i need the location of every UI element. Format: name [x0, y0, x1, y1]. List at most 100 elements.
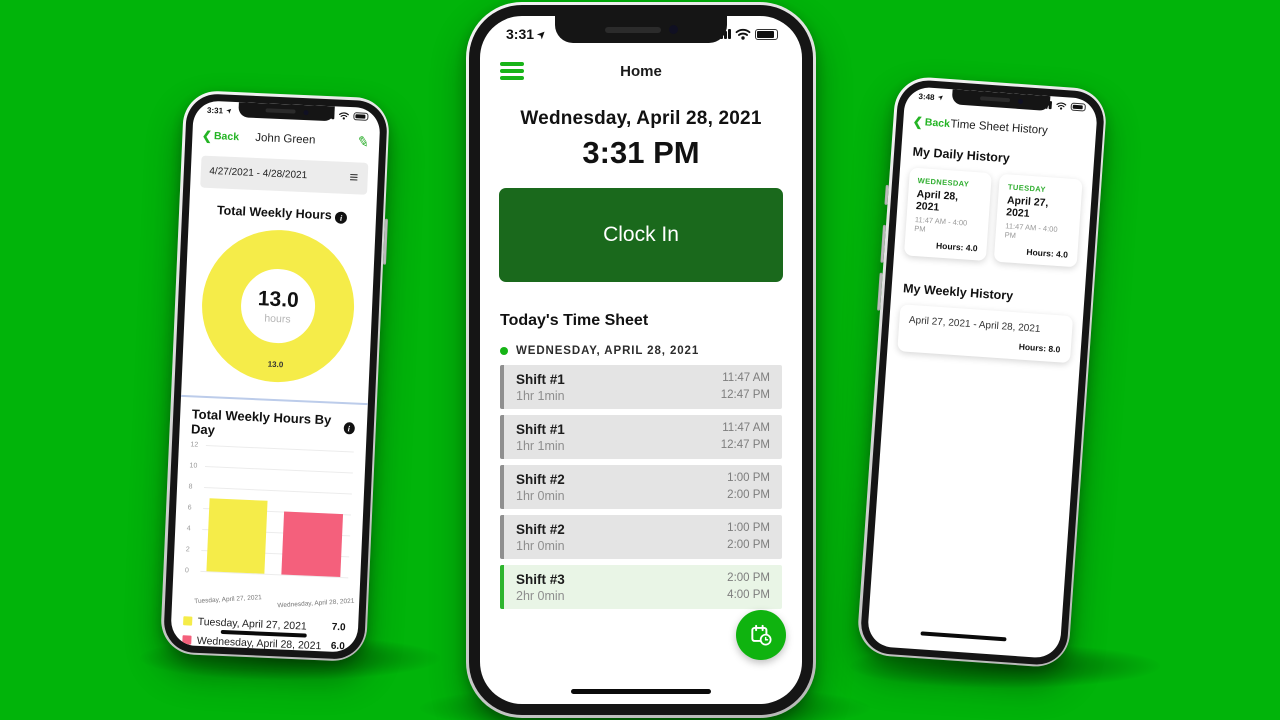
- card-hours: Hours: 4.0: [1026, 246, 1069, 260]
- card-day-name: WEDNESDAY: [917, 175, 970, 189]
- shift-row[interactable]: Shift #1 1hr 1min 11:47 AM 12:47 PM: [500, 415, 782, 459]
- wifi-icon: [735, 28, 751, 40]
- camera: [668, 25, 678, 34]
- wifi-icon: [1055, 102, 1066, 110]
- shift-duration: 1hr 1min: [516, 438, 565, 453]
- shift-duration: 1hr 0min: [516, 538, 565, 553]
- notch: [951, 88, 1051, 111]
- phone-right-history: 3:48 ➤ ❮ Back Time Sheet History My Dail…: [856, 75, 1108, 669]
- status-bar: 3:31 ➤: [480, 16, 802, 42]
- bar-section-title: Total Weekly Hours By Day i: [191, 406, 355, 443]
- status-time: 3:31: [506, 26, 535, 42]
- shift-end-time: 2:00 PM: [727, 489, 770, 501]
- phone-bezel: 3:31 ➤ Home Wednesday, April 28, 2021 3:…: [469, 5, 813, 715]
- card-time-range: 11:47 AM - 4:00 PM: [1004, 220, 1058, 240]
- total-weekly-hours-donut-chart: 13.0 hours 13.0: [198, 226, 358, 386]
- legend-label: Wednesday, April 28, 2021: [196, 634, 322, 652]
- page-title: Home: [620, 62, 662, 80]
- weekly-report-screen: 3:31 ➤ ❮ Back John Green ✎ 4/27/2021 - 4: [169, 99, 381, 653]
- donut-value: 13.0: [257, 286, 300, 312]
- timesheet-history-fab[interactable]: [736, 610, 786, 660]
- current-date-heading: Wednesday, April 28, 2021: [520, 108, 762, 129]
- shift-name: Shift #2: [516, 471, 565, 487]
- date-range-selector[interactable]: 4/27/2021 - 4/28/2021 ≡: [199, 155, 368, 195]
- shift-duration: 1hr 0min: [516, 488, 565, 503]
- weekly-hours: Hours: 8.0: [1018, 341, 1061, 354]
- phone-center-home: 3:31 ➤ Home Wednesday, April 28, 2021 3:…: [466, 2, 816, 718]
- wifi-icon: [338, 112, 349, 120]
- card-date: April 28, 2021: [915, 187, 959, 214]
- bar-wednesday: [280, 511, 343, 578]
- bar-title-text: Total Weekly Hours By Day: [190, 406, 332, 438]
- shift-row[interactable]: Shift #2 1hr 0min 1:00 PM 2:00 PM: [500, 465, 782, 509]
- y-tick: 10: [189, 462, 198, 470]
- legend-value: 6.0: [330, 640, 345, 653]
- donut-unit: hours: [264, 311, 291, 326]
- shift-start-time: 11:47 AM: [722, 371, 770, 384]
- calendar-clock-icon: [751, 624, 772, 646]
- shift-end-time: 12:47 PM: [720, 389, 770, 401]
- x-tick-label: Wednesday, April 28, 2021: [277, 597, 355, 610]
- shift-start-time: 11:47 AM: [722, 421, 770, 434]
- shift-end-time: 4:00 PM: [727, 589, 770, 601]
- card-date: April 27, 2021: [1005, 193, 1049, 220]
- battery-icon: [1069, 102, 1086, 112]
- back-chevron-icon: ❮: [201, 128, 213, 143]
- info-icon[interactable]: i: [334, 211, 348, 224]
- home-indicator[interactable]: [920, 630, 1007, 641]
- shift-name: Shift #1: [516, 421, 565, 437]
- mute-switch: [884, 184, 889, 205]
- speaker: [979, 96, 1010, 103]
- back-button[interactable]: ❮ Back: [201, 128, 240, 143]
- legend-value: 7.0: [331, 621, 346, 634]
- card-hours: Hours: 4.0: [935, 240, 978, 253]
- green-dot-icon: [500, 347, 508, 355]
- hamburger-menu-icon[interactable]: [500, 59, 524, 84]
- bar-plot: [200, 445, 351, 578]
- y-tick: 8: [188, 483, 193, 491]
- nav-bar: ❮ Back John Green ✎: [191, 124, 379, 154]
- shift-start-time: 2:00 PM: [727, 571, 770, 584]
- edit-pencil-icon[interactable]: ✎: [355, 132, 371, 151]
- bar-tuesday: [205, 497, 269, 574]
- shift-name: Shift #1: [516, 371, 565, 387]
- shift-name: Shift #2: [516, 521, 565, 537]
- y-tick: 2: [185, 546, 190, 554]
- shift-row[interactable]: Shift #1 1hr 1min 11:47 AM 12:47 PM: [500, 365, 782, 409]
- home-screen: 3:31 ➤ Home Wednesday, April 28, 2021 3:…: [480, 16, 802, 704]
- volume-down-button: [877, 272, 883, 311]
- camera: [1017, 98, 1023, 104]
- menu-lines-icon: ≡: [349, 169, 359, 187]
- speaker: [604, 26, 661, 33]
- back-label: Back: [213, 129, 240, 143]
- weekly-history-card[interactable]: April 27, 2021 - April 28, 2021 Hours: 8…: [896, 303, 1073, 363]
- power-button: [382, 218, 388, 265]
- donut-title-text: Total Weekly Hours: [216, 202, 333, 222]
- daily-history-card[interactable]: TUESDAY April 27, 2021 11:47 AM - 4:00 P…: [993, 173, 1083, 267]
- y-tick: 4: [186, 525, 191, 533]
- phone-bezel: 3:31 ➤ ❮ Back John Green ✎ 4/27/2021 - 4: [162, 92, 388, 660]
- y-tick: 0: [184, 567, 189, 575]
- legend-swatch-yellow: [182, 616, 192, 626]
- status-time: 3:31: [206, 105, 224, 115]
- timesheet-day-label: WEDNESDAY, APRIL 28, 2021: [516, 345, 700, 357]
- back-button[interactable]: ❮ Back: [912, 114, 950, 130]
- home-indicator[interactable]: [571, 689, 711, 694]
- daily-history-card[interactable]: WEDNESDAY April 28, 2021 11:47 AM - 4:00…: [903, 166, 992, 261]
- weekly-history-title: My Weekly History: [902, 280, 1014, 303]
- location-arrow-icon: ➤: [224, 106, 234, 116]
- notch: [238, 101, 335, 121]
- phone-left-weekly-report: 3:31 ➤ ❮ Back John Green ✎ 4/27/2021 - 4: [159, 89, 391, 663]
- shift-name: Shift #3: [516, 571, 565, 587]
- y-tick: 6: [187, 504, 192, 512]
- daily-history-title: My Daily History: [912, 144, 1011, 165]
- speaker: [265, 108, 296, 114]
- shift-row[interactable]: Shift #2 1hr 0min 1:00 PM 2:00 PM: [500, 515, 782, 559]
- status-time: 3:48: [918, 91, 935, 102]
- daily-cards-row: WEDNESDAY April 28, 2021 11:47 AM - 4:00…: [903, 166, 1083, 267]
- info-icon[interactable]: i: [343, 422, 355, 435]
- clock-in-button[interactable]: Clock In: [499, 188, 783, 282]
- timesheet-section-title: Today's Time Sheet: [500, 312, 649, 329]
- shift-row-active[interactable]: Shift #3 2hr 0min 2:00 PM 4:00 PM: [500, 565, 782, 609]
- date-range-value: 4/27/2021 - 4/28/2021: [209, 165, 308, 182]
